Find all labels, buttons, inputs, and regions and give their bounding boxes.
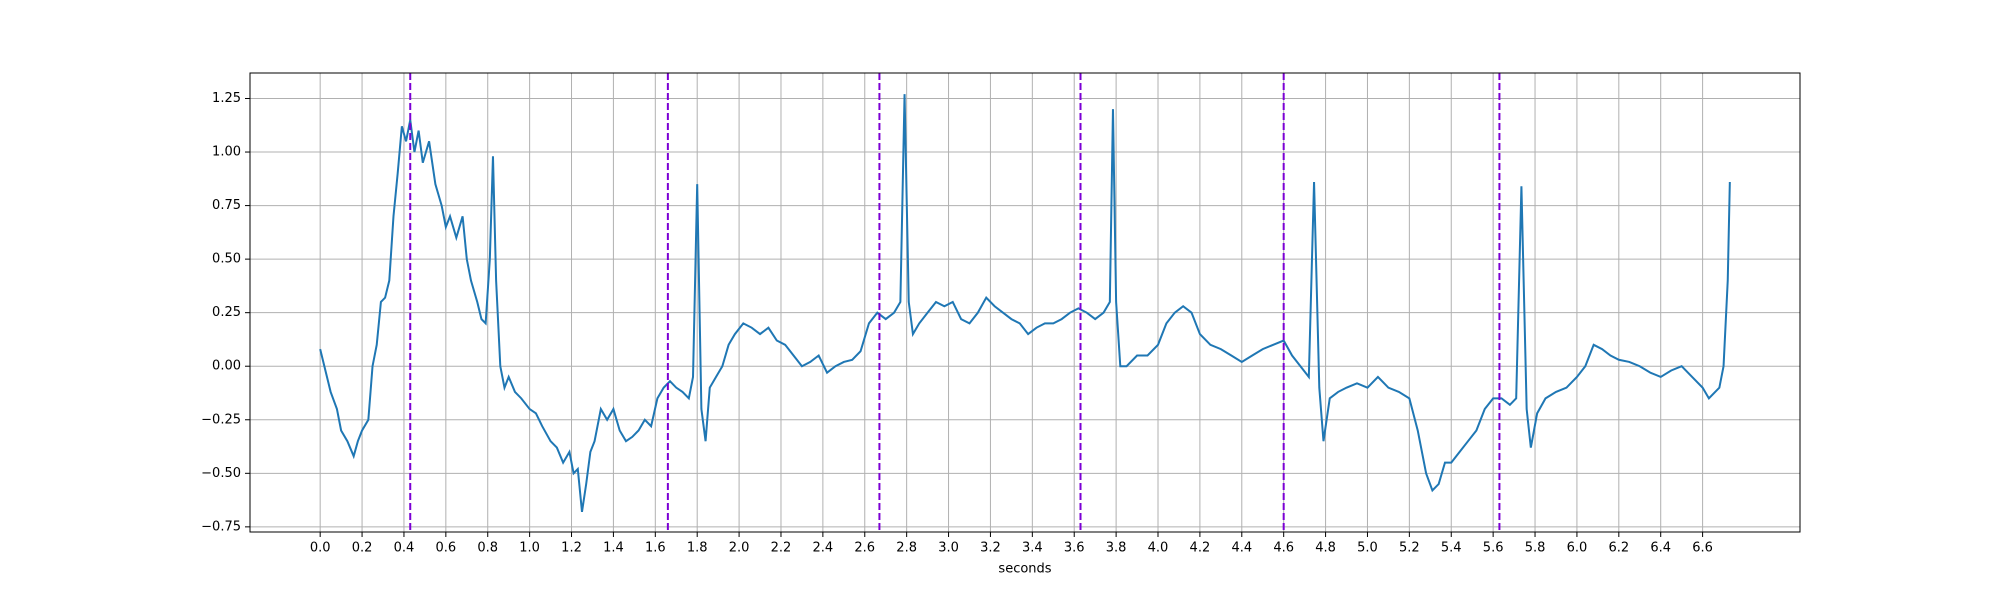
y-tick-label: 0.75 xyxy=(212,198,241,213)
x-tick-label: 1.6 xyxy=(645,541,666,556)
x-tick-label: 4.0 xyxy=(1148,541,1169,556)
x-tick-label: 2.8 xyxy=(896,541,917,556)
x-tick-label: 3.6 xyxy=(1064,541,1085,556)
y-tick-label: 0.50 xyxy=(212,252,241,267)
y-tick-label: 0.00 xyxy=(212,359,241,374)
y-tick-label: −0.75 xyxy=(201,519,241,534)
x-tick-label: 1.8 xyxy=(687,541,708,556)
x-tick-label: 6.0 xyxy=(1567,541,1588,556)
x-tick-label: 6.6 xyxy=(1692,541,1713,556)
x-tick-label: 1.4 xyxy=(603,541,624,556)
y-tick-label: 1.00 xyxy=(212,145,241,160)
x-tick-label: 4.2 xyxy=(1190,541,1211,556)
x-tick-label: 5.0 xyxy=(1357,541,1378,556)
x-tick-label: 6.2 xyxy=(1608,541,1629,556)
x-tick-label: 5.4 xyxy=(1441,541,1462,556)
x-tick-label: 2.2 xyxy=(771,541,792,556)
plot-frame xyxy=(249,72,1801,533)
x-tick-label: 0.8 xyxy=(477,541,498,556)
x-tick-label: 0.2 xyxy=(352,541,373,556)
x-tick-label: 5.2 xyxy=(1399,541,1420,556)
x-tick-label: 3.8 xyxy=(1106,541,1127,556)
x-tick-label: 1.2 xyxy=(561,541,582,556)
x-tick-label: 4.6 xyxy=(1273,541,1294,556)
x-tick-label: 5.6 xyxy=(1483,541,1504,556)
x-tick-label: 3.4 xyxy=(1022,541,1043,556)
y-tick-label: 1.25 xyxy=(212,91,241,106)
x-tick-label: 6.4 xyxy=(1650,541,1671,556)
x-tick-label: 2.0 xyxy=(729,541,750,556)
y-tick-label: −0.50 xyxy=(201,466,241,481)
y-tick-label: 0.25 xyxy=(212,305,241,320)
x-tick-label: 3.2 xyxy=(980,541,1001,556)
x-tick-label: 5.8 xyxy=(1525,541,1546,556)
data-line xyxy=(319,94,1731,513)
x-tick-label: 4.8 xyxy=(1315,541,1336,556)
x-axis-label: seconds xyxy=(998,562,1051,577)
x-tick-label: 0.6 xyxy=(436,541,457,556)
x-tick-label: 2.4 xyxy=(813,541,834,556)
x-tick-label: 0.0 xyxy=(310,541,331,556)
x-tick-label: 0.4 xyxy=(394,541,415,556)
x-tick-label: 1.0 xyxy=(519,541,540,556)
x-tick-label: 4.4 xyxy=(1231,541,1252,556)
x-tick-label: 2.6 xyxy=(854,541,875,556)
y-tick-label: −0.25 xyxy=(201,412,241,427)
x-tick-label: 3.0 xyxy=(938,541,959,556)
